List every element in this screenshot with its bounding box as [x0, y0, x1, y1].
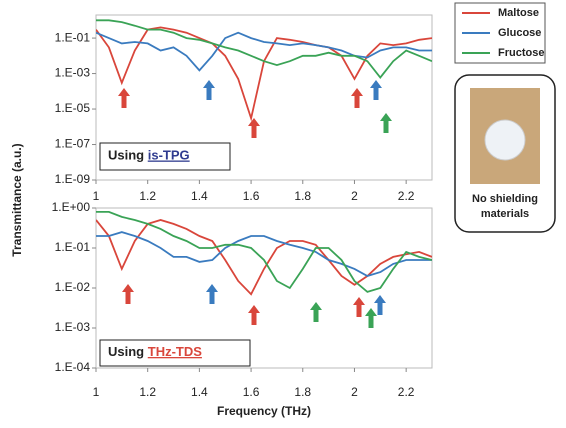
arrow — [351, 88, 363, 108]
x-tick-label: 1.8 — [294, 189, 311, 203]
x-tick-label: 1.6 — [243, 385, 260, 399]
inset-caption: materials — [481, 208, 529, 220]
inset-caption: No shielding — [472, 193, 538, 205]
series-line — [96, 31, 432, 72]
x-tick-label: 2.2 — [398, 385, 415, 399]
x-tick-label: 1 — [93, 385, 100, 399]
arrow — [374, 295, 386, 315]
y-axis-label: Transmittance (a.u.) — [10, 143, 24, 256]
arrow — [365, 308, 377, 328]
x-tick-label: 1.4 — [191, 385, 208, 399]
x-tick-label: 1.2 — [139, 189, 156, 203]
y-tick-label: 1.E-07 — [55, 137, 91, 151]
series-line — [96, 19, 432, 79]
arrow — [353, 297, 365, 317]
method-label-name: THz-TDS — [148, 344, 202, 359]
series-group — [96, 211, 432, 296]
series-group — [96, 19, 432, 122]
y-tick-label: 1.E-04 — [55, 360, 91, 374]
arrow — [310, 302, 322, 322]
arrow — [122, 284, 134, 304]
method-label-prefix: Using — [108, 344, 144, 359]
series-line — [96, 211, 432, 293]
legend-label: Glucose — [498, 27, 541, 39]
sample-pellet — [484, 119, 526, 161]
x-tick-label: 2 — [351, 385, 358, 399]
method-label-box — [99, 339, 251, 367]
x-tick-label: 1 — [93, 189, 100, 203]
y-tick-label: 1.E-03 — [55, 320, 91, 334]
arrow — [380, 113, 392, 133]
series-line — [96, 219, 432, 296]
method-label-name: is-TPG — [148, 148, 190, 163]
x-tick-label: 1.6 — [243, 189, 260, 203]
arrow — [370, 80, 382, 100]
method-label-prefix: Using — [108, 148, 144, 163]
arrow — [248, 118, 260, 138]
y-tick-label: 1.E-03 — [55, 66, 91, 80]
y-tick-label: 1.E-01 — [55, 240, 91, 254]
y-tick-label: 1.E-09 — [55, 172, 91, 186]
y-tick-label: 1.E-01 — [55, 30, 91, 44]
arrow — [203, 80, 215, 100]
arrow — [248, 305, 260, 325]
y-tick-label: 1.E-05 — [55, 101, 91, 115]
x-tick-label: 1.4 — [191, 189, 208, 203]
series-line — [96, 231, 432, 277]
y-tick-label: 1.E-02 — [55, 280, 91, 294]
y-tick-label: 1.E+00 — [52, 200, 91, 214]
x-tick-label: 2 — [351, 189, 358, 203]
legend-label: Fructose — [498, 47, 544, 59]
x-axis-label: Frequency (THz) — [217, 404, 311, 418]
x-tick-label: 1.2 — [139, 385, 156, 399]
method-label: Using is-TPG — [108, 148, 190, 163]
legend-label: Maltose — [498, 7, 539, 19]
method-label: Using THz-TDS — [108, 344, 202, 359]
x-tick-label: 1.8 — [294, 385, 311, 399]
method-label-box — [99, 142, 231, 171]
arrow — [206, 284, 218, 304]
arrow — [118, 88, 130, 108]
x-tick-label: 2.2 — [398, 189, 415, 203]
